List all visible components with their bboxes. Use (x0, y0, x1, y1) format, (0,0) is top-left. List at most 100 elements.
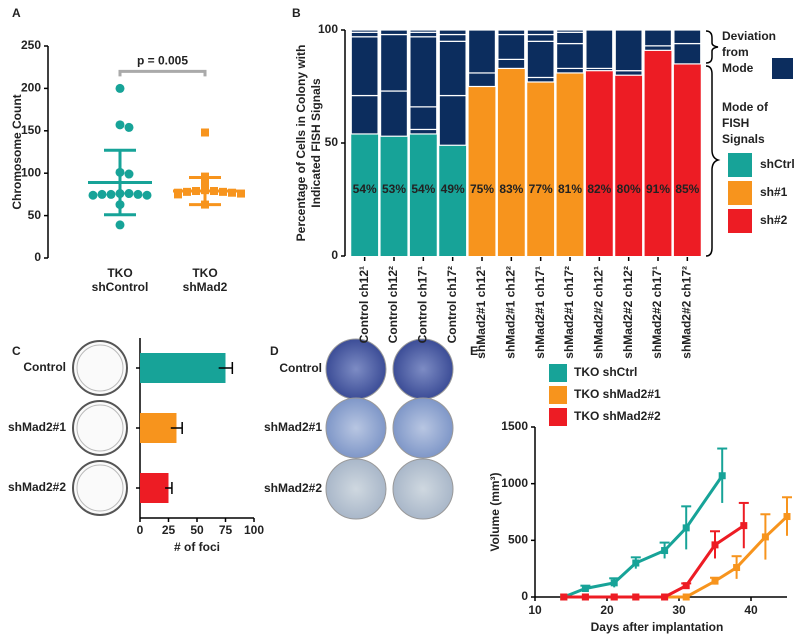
deviation-segment (379, 90, 409, 137)
x-tick-label: TKO (192, 266, 217, 280)
deviation-segment (409, 29, 438, 33)
bar (140, 413, 177, 443)
deviation-segment (614, 70, 643, 76)
y-tick-label: 200 (21, 81, 41, 95)
x-tick-label: 20 (600, 603, 614, 617)
y-axis-label: Volume (mm³) (488, 472, 502, 551)
point (682, 524, 690, 532)
legend-swatch (728, 181, 752, 205)
deviation-segment (409, 106, 438, 131)
point (106, 189, 116, 199)
series-line (563, 474, 724, 599)
point (711, 577, 719, 585)
legend-swatch (549, 364, 567, 382)
point (228, 188, 236, 197)
point (740, 522, 748, 530)
x-tick-label: 75 (219, 523, 233, 537)
value-label: 54% (411, 182, 435, 196)
x-tick-label: 50 (190, 523, 204, 537)
point (124, 189, 134, 199)
plate (392, 338, 454, 400)
panel-letter: A (12, 6, 21, 20)
point (718, 472, 726, 480)
value-label: 82% (587, 182, 611, 196)
bar (140, 353, 226, 383)
value-label: 75% (470, 182, 494, 196)
deviation-segment (526, 29, 555, 36)
point (761, 533, 769, 541)
annotation: p = 0.005 (137, 54, 188, 68)
x-tick-label: shMad2#2 ch12¹ (592, 266, 606, 359)
y-tick-label: 50 (28, 208, 42, 222)
point (581, 585, 589, 592)
x-axis-label: Days after implantation (591, 620, 724, 634)
panel-letter: E (470, 344, 478, 358)
category-label: Control (23, 360, 66, 374)
legend-heading: Signals (722, 132, 765, 146)
deviation-segment (526, 40, 555, 79)
value-label: 81% (558, 182, 582, 196)
legend-swatch (728, 209, 752, 233)
category-label: shMad2#1 (8, 420, 66, 434)
deviation-segment (555, 29, 585, 33)
bracket (118, 69, 207, 77)
row-label: shMad2#1 (264, 420, 322, 434)
value-label: 91% (646, 182, 670, 196)
bar-segment (468, 86, 496, 256)
point (201, 128, 209, 137)
deviation-segment (350, 31, 379, 38)
y-tick-label: 1000 (501, 476, 528, 490)
plate (325, 397, 387, 459)
deviation-segment (438, 40, 467, 97)
x-tick-label: TKO (107, 266, 132, 280)
x-tick-label: Control ch17² (445, 266, 459, 343)
x-tick-label: Control ch12² (386, 266, 400, 343)
x-tick-label: shMad2#1 ch12¹ (474, 266, 488, 359)
panel-letter: C (12, 344, 21, 358)
x-tick-label: 40 (744, 603, 758, 617)
legend-heading: FISH (722, 116, 749, 130)
y-tick-label: 1500 (501, 419, 528, 433)
y-tick-label: 0 (331, 248, 338, 262)
deviation-segment (350, 36, 379, 97)
bar (140, 473, 169, 503)
point (581, 593, 589, 601)
point (610, 579, 618, 587)
brace (705, 65, 721, 257)
point (124, 169, 134, 179)
panel-letter: D (270, 344, 279, 358)
x-tick-label: 10 (528, 603, 542, 617)
category-label: shMad2#2 (8, 480, 66, 494)
y-axis-label: Indicated FISH Signals (309, 78, 323, 208)
legend-swatch (549, 408, 567, 426)
y-axis-label: Percentage of Cells in Colony with (294, 45, 308, 242)
deviation-segment (438, 94, 467, 146)
point (237, 189, 245, 198)
point (711, 541, 719, 549)
y-tick-label: 50 (325, 135, 339, 149)
panel-letter: B (292, 6, 301, 20)
value-label: 83% (499, 182, 523, 196)
deviation-segment (350, 29, 379, 33)
x-tick-label: 25 (162, 523, 176, 537)
bar-segment (409, 133, 437, 256)
x-tick-label: 0 (137, 523, 144, 537)
value-label: 49% (441, 182, 465, 196)
deviation-segment (585, 29, 614, 70)
x-tick-label: Control ch12¹ (357, 266, 371, 343)
deviation-segment (673, 29, 702, 45)
bar-segment (380, 136, 408, 256)
deviation-segment (643, 29, 673, 47)
value-label: 54% (353, 182, 377, 196)
y-tick-label: 100 (318, 22, 338, 36)
deviation-segment (526, 76, 555, 83)
row-label: shMad2#2 (264, 481, 322, 495)
row-label: Control (279, 361, 322, 375)
deviation-segment (409, 31, 438, 38)
point (682, 582, 690, 590)
point (133, 189, 143, 199)
y-tick-label: 150 (21, 123, 41, 137)
bar-segment (644, 50, 672, 257)
point (115, 220, 125, 230)
plate (325, 338, 387, 400)
